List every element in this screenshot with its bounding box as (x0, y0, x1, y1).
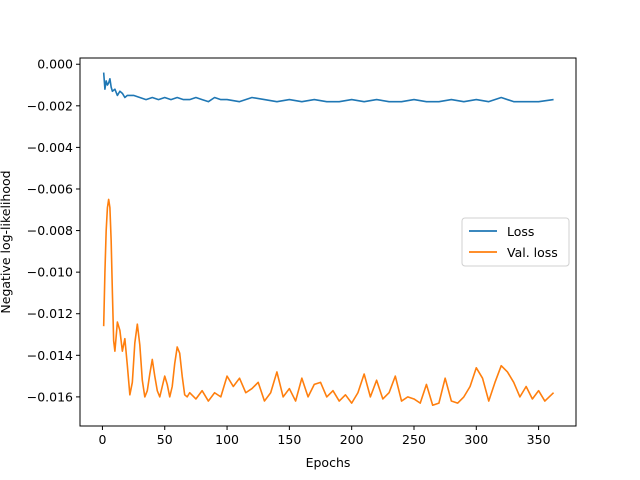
plot-frame (79, 57, 577, 427)
y-tick-label: −0.012 (27, 306, 73, 321)
x-tick-label: 150 (277, 432, 301, 447)
x-axis: 0 50 100 150 200 250 300 350 (98, 426, 551, 447)
y-tick-label: 0.000 (37, 57, 73, 72)
series-line-val-loss (102, 198, 555, 407)
legend-label-loss: Loss (507, 224, 534, 239)
x-tick-label: 0 (98, 432, 106, 447)
y-tick-label: −0.002 (27, 98, 73, 113)
legend-box (461, 217, 570, 267)
y-tick-label: −0.008 (27, 223, 73, 238)
y-tick-label: −0.006 (27, 181, 73, 196)
y-tick-label: −0.016 (27, 389, 73, 404)
y-tick-label: −0.010 (27, 265, 73, 280)
x-tick-label: 350 (527, 432, 551, 447)
x-tick-label: 200 (340, 432, 364, 447)
y-axis: 0.000 −0.002 −0.004 −0.006 −0.008 −0.010 −0.01… (27, 57, 80, 404)
y-tick-label: −0.014 (27, 348, 73, 363)
x-tick-label: 250 (402, 432, 426, 447)
x-tick-label: 50 (157, 432, 173, 447)
x-tick-label: 300 (464, 432, 488, 447)
legend-label-val-loss: Val. loss (507, 245, 558, 260)
x-axis-title: Epochs (306, 455, 351, 470)
series-layer (102, 72, 555, 407)
y-tick-label: −0.004 (27, 140, 73, 155)
series-line-loss (102, 72, 554, 103)
y-axis-title: Negative log-likelihood (0, 170, 13, 313)
legend: Loss Val. loss (461, 217, 570, 267)
x-tick-label: 100 (215, 432, 239, 447)
